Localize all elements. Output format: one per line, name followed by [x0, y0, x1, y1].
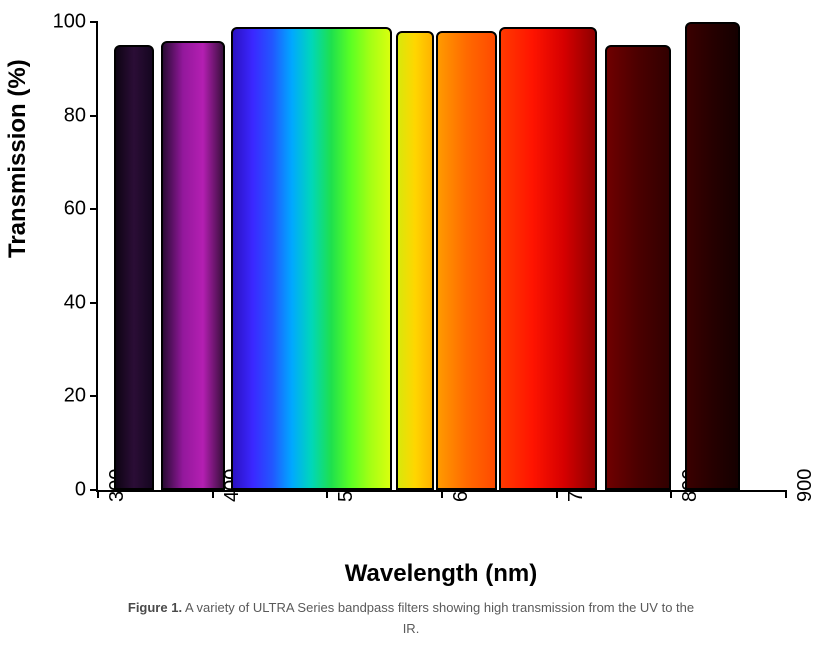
y-tick-label: 60 [64, 198, 86, 221]
y-tick [90, 208, 98, 210]
bandpass-band [231, 27, 392, 490]
y-axis-title: Transmission (%) [4, 59, 32, 258]
x-tick-label: 900 [794, 469, 817, 502]
bandpass-band [499, 27, 596, 490]
x-tick [212, 490, 214, 498]
y-tick [90, 115, 98, 117]
y-tick-label: 0 [75, 479, 86, 502]
bandpass-band [161, 41, 225, 490]
figure-container: 020406080100300400500600700800900 Transm… [0, 0, 822, 645]
chart-plot-area: 020406080100300400500600700800900 [96, 22, 786, 492]
x-tick [97, 490, 99, 498]
bandpass-band-fill [161, 41, 225, 490]
y-tick-label: 100 [53, 11, 86, 34]
y-tick [90, 302, 98, 304]
x-tick [556, 490, 558, 498]
y-tick [90, 395, 98, 397]
bandpass-band [436, 31, 497, 490]
caption-text-1: A variety of ULTRA Series bandpass filte… [182, 600, 694, 615]
bandpass-band [396, 31, 434, 490]
x-tick [670, 490, 672, 498]
bandpass-band [605, 45, 672, 490]
bandpass-band [685, 22, 740, 490]
bandpass-band [114, 45, 154, 490]
bandpass-band-fill [231, 27, 392, 490]
caption-text-2: IR. [403, 621, 420, 636]
bandpass-band-fill [605, 45, 672, 490]
y-tick-label: 80 [64, 104, 86, 127]
x-axis-title: Wavelength (nm) [96, 560, 786, 588]
x-tick [326, 490, 328, 498]
y-tick-label: 40 [64, 291, 86, 314]
bandpass-band-fill [396, 31, 434, 490]
x-tick [441, 490, 443, 498]
y-tick-label: 20 [64, 385, 86, 408]
x-tick [785, 490, 787, 498]
bandpass-band-fill [436, 31, 497, 490]
bandpass-band-fill [499, 27, 596, 490]
bandpass-band-fill [114, 45, 154, 490]
bandpass-band-fill [685, 22, 740, 490]
figure-caption: Figure 1. A variety of ULTRA Series band… [0, 598, 822, 640]
caption-label: Figure 1. [128, 600, 182, 615]
y-tick [90, 21, 98, 23]
